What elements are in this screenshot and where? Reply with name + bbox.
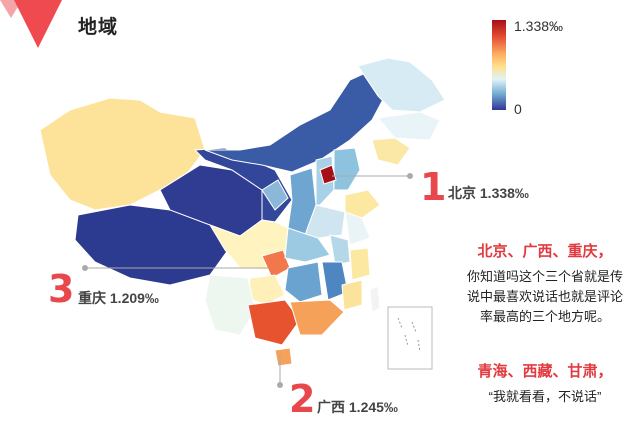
region-yunnan	[204, 274, 256, 336]
region-xinjiang	[39, 97, 206, 211]
corner-chevron-decoration	[0, 0, 62, 48]
region-liaoning	[371, 137, 411, 166]
region-heilongjiang	[357, 57, 446, 113]
region-jilin	[377, 111, 441, 141]
top-note-line-2: 说中最喜欢说话也就是评论	[466, 289, 623, 304]
south-china-sea-inset	[387, 306, 433, 370]
region-taiwan	[369, 285, 381, 313]
region-guangdong	[289, 299, 345, 336]
bottom-note: 青海、西藏、甘肃， “我就看看，不说话”	[455, 360, 635, 407]
bottom-note-heading: 青海、西藏、甘肃，	[477, 363, 613, 380]
region-neimenggu	[204, 69, 389, 173]
region-beijing	[319, 164, 337, 185]
top-note-line-3: 率最高的三个地方呢。	[479, 309, 610, 324]
rank-3-number: 3	[48, 267, 75, 311]
region-fujian	[341, 279, 363, 311]
rank-2-number: 2	[289, 377, 316, 421]
region-anhui	[329, 234, 351, 266]
region-shandong	[344, 189, 381, 219]
region-ningxia	[261, 179, 289, 211]
region-hubei	[284, 227, 331, 263]
region-guangxi	[247, 299, 301, 346]
china-choropleth-map	[39, 57, 446, 367]
region-hainan	[274, 347, 293, 367]
rank-3-label: 重庆 1.209‰	[78, 290, 159, 306]
legend-color-scale	[492, 20, 506, 110]
rank-1-number: 1	[420, 165, 447, 209]
top-note-heading: 北京、广西、重庆，	[477, 243, 613, 260]
legend-max-label: 1.338‰	[514, 18, 564, 34]
top-note: 北京、广西、重庆， 你知道吗这个三个省就是传 说中最喜欢说话也就是评论 率最高的…	[455, 240, 635, 327]
rank-1-label: 北京 1.338‰	[448, 185, 529, 201]
rank-2-label: 广西 1.245‰	[317, 399, 398, 415]
top-note-line-1: 你知道吗这个三个省就是传	[466, 269, 623, 284]
legend-min-label: 0	[514, 101, 522, 117]
region-hunan	[284, 261, 323, 303]
bottom-note-line: “我就看看，不说话”	[488, 389, 602, 404]
region-hebei	[333, 147, 361, 191]
region-jiangsu	[344, 211, 371, 246]
page-title: 地域	[78, 17, 119, 38]
callout-leader-lines	[82, 173, 413, 388]
region-zhejiang	[349, 247, 371, 281]
